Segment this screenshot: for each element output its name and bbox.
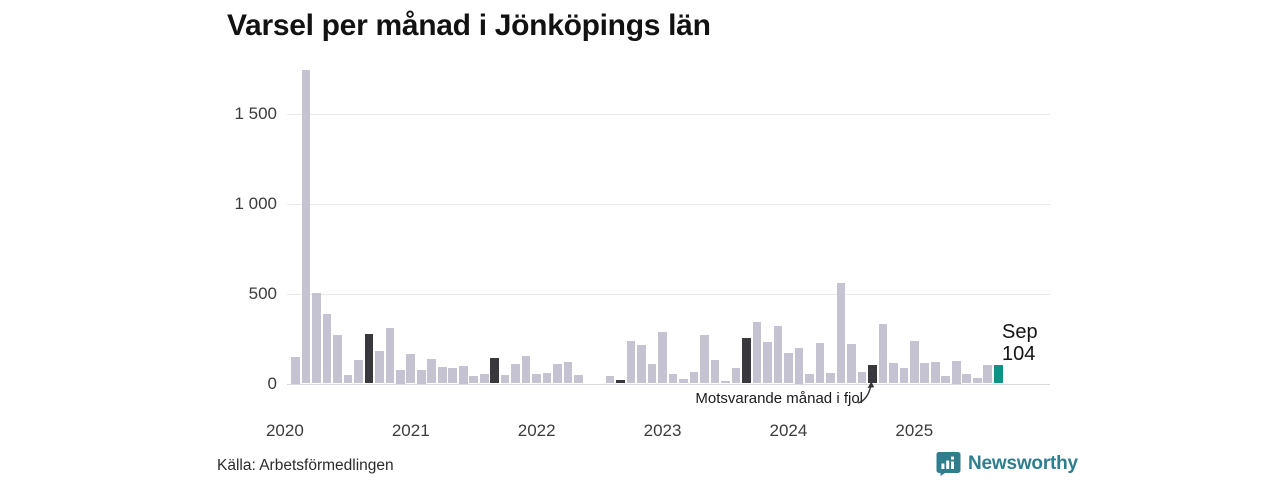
source-label: Källa: Arbetsförmedlingen bbox=[217, 457, 394, 474]
bar bbox=[710, 359, 720, 384]
bar bbox=[941, 375, 951, 384]
annotation-last-year: Motsvarande månad i fjol bbox=[695, 390, 863, 407]
bar bbox=[847, 343, 856, 384]
gridline bbox=[287, 293, 1050, 295]
bar-same-month-last-years bbox=[364, 334, 374, 384]
bar bbox=[437, 366, 447, 384]
bar bbox=[878, 324, 888, 384]
bar bbox=[668, 373, 678, 384]
bar bbox=[322, 314, 332, 384]
bar bbox=[416, 370, 426, 384]
newsworthy-icon bbox=[936, 452, 961, 476]
bar-current-month bbox=[993, 364, 1003, 384]
x-tick-label: 2021 bbox=[391, 421, 430, 440]
bar bbox=[700, 334, 709, 384]
bar bbox=[889, 363, 898, 384]
bar bbox=[375, 350, 384, 384]
bar bbox=[794, 347, 804, 384]
bar bbox=[511, 364, 520, 384]
current-point-value: 104 bbox=[1002, 343, 1036, 365]
bar bbox=[542, 372, 552, 384]
bar bbox=[343, 374, 353, 384]
bar bbox=[826, 373, 835, 384]
bar bbox=[469, 376, 478, 384]
bar bbox=[500, 374, 510, 384]
bar bbox=[679, 379, 688, 384]
bar bbox=[574, 375, 583, 384]
chart-title: Varsel per månad i Jönköpings län bbox=[227, 9, 711, 42]
bar bbox=[910, 340, 919, 384]
bar bbox=[354, 360, 363, 384]
y-tick-label: 1 500 bbox=[234, 103, 277, 123]
bar bbox=[553, 363, 562, 384]
bar bbox=[301, 70, 311, 384]
bar bbox=[458, 365, 468, 384]
y-tick-label: 1 000 bbox=[234, 193, 277, 213]
bar-same-month-last-years bbox=[868, 364, 877, 384]
bar bbox=[605, 375, 615, 384]
x-axis-line bbox=[287, 383, 1050, 385]
bar bbox=[784, 352, 793, 384]
bar bbox=[637, 344, 646, 384]
bar bbox=[406, 353, 416, 384]
x-tick-label: 2023 bbox=[643, 421, 682, 440]
bar bbox=[836, 283, 846, 384]
bar bbox=[983, 364, 993, 384]
bar bbox=[763, 341, 772, 384]
bar bbox=[448, 368, 458, 384]
bar bbox=[972, 378, 982, 384]
bar bbox=[385, 327, 395, 384]
bar bbox=[532, 373, 541, 384]
bar bbox=[899, 367, 909, 384]
bar bbox=[930, 362, 940, 384]
bar-same-month-last-years bbox=[742, 338, 751, 384]
annotation-arrow-icon bbox=[857, 381, 875, 404]
bar bbox=[626, 341, 636, 384]
bar bbox=[427, 359, 437, 384]
bar bbox=[333, 334, 342, 384]
bar bbox=[521, 355, 531, 384]
bar bbox=[805, 374, 814, 384]
current-point-month: Sep bbox=[1002, 321, 1038, 343]
bar bbox=[291, 356, 300, 384]
bar bbox=[312, 292, 321, 384]
brand-name: Newsworthy bbox=[968, 452, 1078, 474]
bar bbox=[689, 371, 699, 384]
bar bbox=[647, 363, 657, 384]
current-point-label: Sep 104 bbox=[1002, 321, 1038, 365]
x-tick-label: 2024 bbox=[769, 421, 808, 440]
x-tick-label: 2020 bbox=[265, 421, 304, 440]
y-tick-label: 500 bbox=[248, 283, 277, 303]
bar bbox=[563, 362, 573, 384]
bar-same-month-last-years bbox=[616, 379, 625, 384]
x-tick-label: 2022 bbox=[517, 421, 556, 440]
y-tick-label: 0 bbox=[267, 373, 277, 393]
bar bbox=[752, 322, 762, 384]
bar bbox=[773, 325, 783, 384]
gridline bbox=[287, 203, 1050, 205]
bar bbox=[815, 343, 825, 384]
bar bbox=[731, 368, 741, 384]
annotation-label: Motsvarande månad i fjol bbox=[695, 390, 863, 407]
bar bbox=[951, 361, 961, 384]
bar bbox=[962, 374, 972, 384]
bar bbox=[920, 363, 930, 384]
bar-same-month-last-years bbox=[490, 358, 499, 384]
bar bbox=[857, 371, 867, 384]
bar bbox=[721, 381, 730, 384]
bar bbox=[479, 374, 489, 384]
brand-logo: Newsworthy bbox=[936, 451, 1078, 476]
bar bbox=[395, 370, 405, 384]
gridline bbox=[287, 113, 1050, 115]
bar bbox=[658, 332, 667, 384]
x-tick-label: 2025 bbox=[895, 421, 934, 440]
